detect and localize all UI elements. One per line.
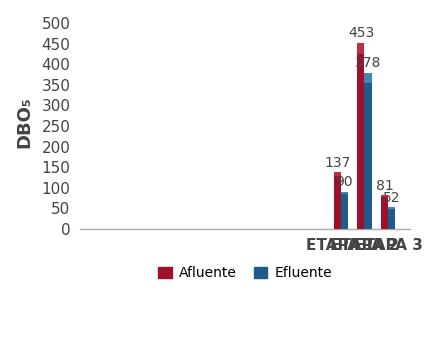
Bar	[357, 42, 364, 54]
Bar	[388, 207, 395, 229]
Bar	[334, 172, 341, 176]
Text: 90: 90	[336, 175, 353, 189]
Bar	[357, 42, 364, 229]
Text: 52: 52	[383, 190, 400, 205]
Bar	[341, 192, 348, 229]
Text: 453: 453	[348, 26, 374, 40]
Bar	[341, 192, 348, 194]
Bar	[364, 73, 371, 229]
Bar	[381, 195, 388, 198]
Bar	[381, 195, 388, 229]
Bar	[364, 73, 371, 83]
Text: 378: 378	[355, 57, 381, 70]
Bar	[388, 207, 395, 209]
Legend: Afluente, Efluente: Afluente, Efluente	[153, 261, 338, 286]
Text: 81: 81	[376, 179, 393, 193]
Bar	[334, 172, 341, 229]
Text: 137: 137	[324, 155, 350, 170]
Y-axis label: DBO₅: DBO₅	[15, 96, 33, 148]
